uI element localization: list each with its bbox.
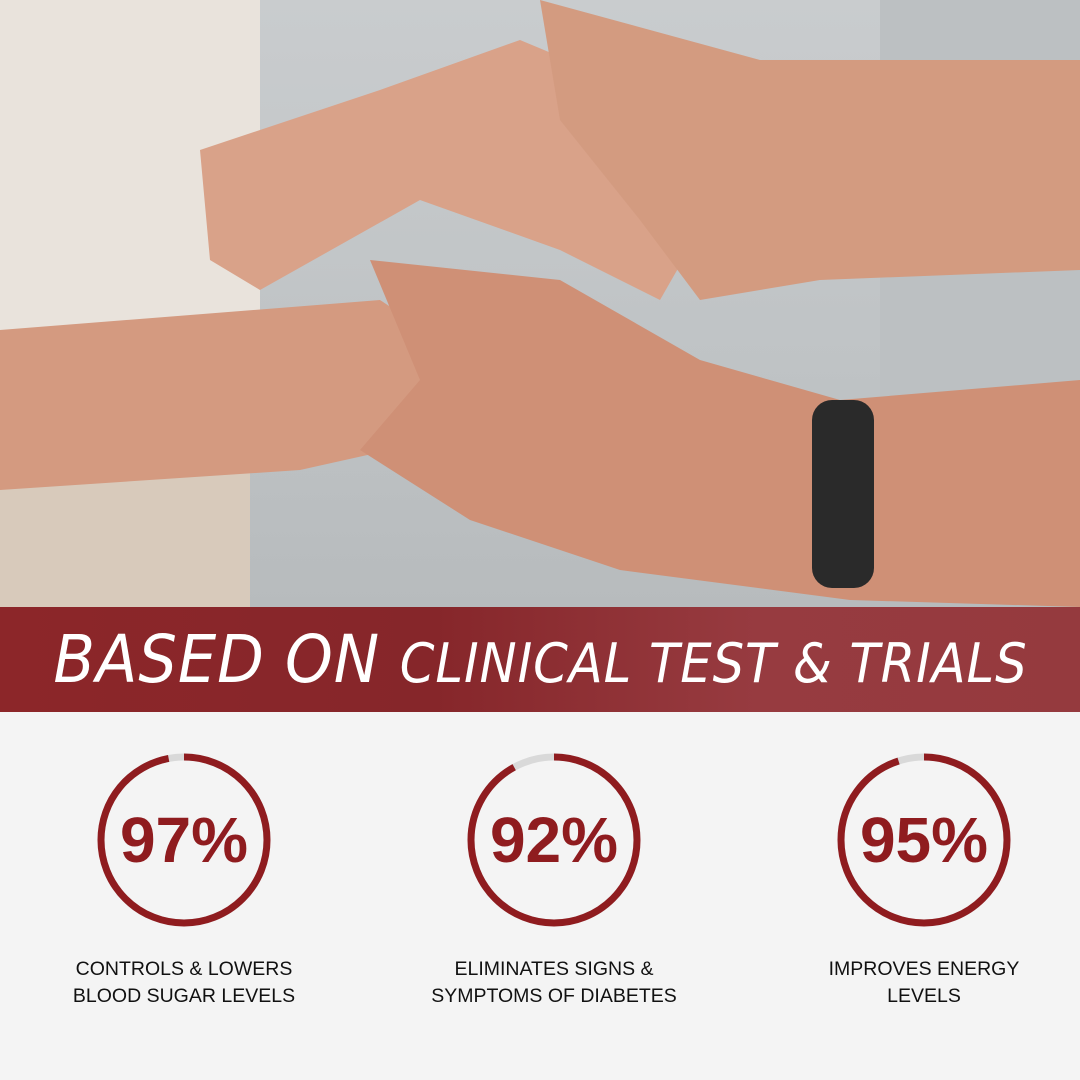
hero-photo-holding-hands xyxy=(0,0,1080,607)
progress-ring: 97% xyxy=(97,753,271,927)
stat-label-line1: ELIMINATES SIGNS & xyxy=(454,958,654,980)
stat-label-line1: CONTROLS & LOWERS xyxy=(75,958,293,980)
headline: BASED ON CLINICAL TEST & TRIALS xyxy=(53,621,1027,698)
ring-progress xyxy=(97,753,271,927)
stat-label-line1: IMPROVES ENERGY xyxy=(828,958,1020,980)
stat-value: 95% xyxy=(860,804,988,876)
ring-progress xyxy=(467,753,641,927)
headline-part2: CLINICAL TEST & TRIALS xyxy=(399,632,1028,695)
stat-label-line2: LEVELS xyxy=(887,985,961,1007)
headline-part1: BASED ON xyxy=(52,621,380,698)
progress-ring: 95% xyxy=(837,753,1011,927)
stat-value: 92% xyxy=(490,804,618,876)
stat-label-line2: SYMPTOMS OF DIABETES xyxy=(431,985,677,1007)
ring-progress xyxy=(837,753,1011,927)
stat-energy: 95% IMPROVES ENERGY LEVELS xyxy=(774,750,1074,1010)
stat-value: 97% xyxy=(120,804,248,876)
headline-banner: BASED ON CLINICAL TEST & TRIALS xyxy=(0,607,1080,712)
stat-diabetes-symptoms: 92% ELIMINATES SIGNS & SYMPTOMS OF DIABE… xyxy=(404,750,704,1010)
progress-ring: 92% xyxy=(467,753,641,927)
stat-blood-sugar: 97% CONTROLS & LOWERS BLOOD SUGAR LEVELS xyxy=(34,750,334,1010)
stat-label-line2: BLOOD SUGAR LEVELS xyxy=(72,985,296,1007)
